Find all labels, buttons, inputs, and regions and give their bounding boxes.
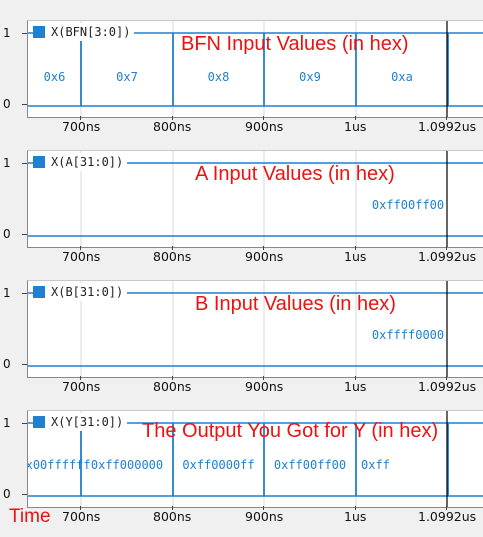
waveform-panel: 1 0 0xff00ff00 X(A[31:0]) 700ns 800ns 900ns 1us… xyxy=(0,145,483,275)
x-tick-mark xyxy=(80,376,81,380)
y-tick-mark xyxy=(22,33,27,34)
x-tick-label: 1.0992us xyxy=(418,379,477,394)
signal-value-label: 0x6 xyxy=(44,70,66,84)
x-tick-mark xyxy=(263,116,264,120)
x-tick-label: 700ns xyxy=(62,119,101,134)
x-tick-mark xyxy=(80,506,81,510)
y-tick-label: 0 xyxy=(3,357,11,371)
waveform-panel: 1 0 0xffff0000 X(B[31:0]) 700ns 800ns 900ns 1us… xyxy=(0,275,483,405)
x-tick-label: 1.0992us xyxy=(418,509,477,524)
annotation-title: B Input Values (in hex) xyxy=(195,293,396,315)
y-tick-low: 0 xyxy=(3,227,27,241)
annotation-title: The Output You Got for Y (in hex) xyxy=(142,420,439,442)
x-tick-mark xyxy=(446,506,447,510)
x-tick-label: 1.0992us xyxy=(418,119,477,134)
signal-value-label: 0xff0000ff xyxy=(182,458,254,472)
waveform-panel: 1 0 0x6 0x7 0x8 0x9 0xa X(BFN[3:0]) 700ns 800ns 90… xyxy=(0,15,483,145)
x-tick-mark xyxy=(263,506,264,510)
y-tick-label: 1 xyxy=(3,286,11,300)
x-tick-label: 900ns xyxy=(245,379,284,394)
y-tick-mark xyxy=(22,494,27,495)
legend-swatch-icon xyxy=(33,26,45,38)
x-tick-mark xyxy=(446,116,447,120)
signal-legend[interactable]: X(BFN[3:0]) xyxy=(33,23,135,41)
legend-swatch-icon xyxy=(33,286,45,298)
signal-value-label: 0x00ffffff xyxy=(28,458,91,472)
x-tick-mark xyxy=(446,246,447,250)
x-tick-label: 700ns xyxy=(62,509,101,524)
y-tick-label: 0 xyxy=(3,487,11,501)
y-tick-label: 0 xyxy=(3,227,11,241)
x-tick-mark xyxy=(446,376,447,380)
plot-area[interactable]: 0x6 0x7 0x8 0x9 0xa xyxy=(27,20,483,118)
x-tick-label: 1us xyxy=(344,249,367,264)
x-tick-label: 1us xyxy=(344,509,367,524)
y-tick-label: 1 xyxy=(3,26,11,40)
signal-legend[interactable]: X(A[31:0]) xyxy=(33,153,128,171)
y-tick-high: 1 xyxy=(3,416,27,430)
signal-name: X(A[31:0]) xyxy=(51,155,124,169)
x-tick-mark xyxy=(80,246,81,250)
signal-legend[interactable]: X(B[31:0]) xyxy=(33,283,128,301)
x-tick-mark xyxy=(355,246,356,250)
x-tick-mark xyxy=(355,116,356,120)
y-tick-label: 0 xyxy=(3,97,11,111)
signal-value-label: 0xff xyxy=(361,458,390,472)
x-tick-label: 800ns xyxy=(153,509,192,524)
x-tick-mark xyxy=(172,246,173,250)
x-tick-label: 900ns xyxy=(245,249,284,264)
waveform-svg: 0x6 0x7 0x8 0x9 0xa xyxy=(28,21,483,117)
x-tick-label: 900ns xyxy=(245,119,284,134)
annotation-title: A Input Values (in hex) xyxy=(195,163,395,185)
signal-name: X(B[31:0]) xyxy=(51,285,124,299)
x-tick-label: 900ns xyxy=(245,509,284,524)
x-tick-label: 700ns xyxy=(62,249,101,264)
signal-value-label: 0xff000000 xyxy=(91,458,163,472)
signal-name: X(BFN[3:0]) xyxy=(51,25,131,39)
x-tick-mark xyxy=(263,376,264,380)
time-label: Time xyxy=(9,506,51,527)
x-tick-label: 1us xyxy=(344,379,367,394)
x-tick-label: 800ns xyxy=(153,379,192,394)
y-tick-mark xyxy=(22,104,27,105)
x-tick-mark xyxy=(263,246,264,250)
x-tick-mark xyxy=(172,376,173,380)
annotation-title: BFN Input Values (in hex) xyxy=(181,33,409,55)
signal-value-label: 0xa xyxy=(391,70,413,84)
legend-swatch-icon xyxy=(33,416,45,428)
x-tick-label: 1us xyxy=(344,119,367,134)
signal-legend[interactable]: X(Y[31:0]) xyxy=(33,413,128,431)
signal-value-label: 0xff00ff00 xyxy=(372,198,444,212)
y-tick-high: 1 xyxy=(3,26,27,40)
y-tick-mark xyxy=(22,364,27,365)
x-tick-mark xyxy=(355,376,356,380)
x-tick-label: 800ns xyxy=(153,119,192,134)
y-tick-mark xyxy=(22,163,27,164)
y-tick-high: 1 xyxy=(3,286,27,300)
legend-swatch-icon xyxy=(33,156,45,168)
signal-value-label: 0xffff0000 xyxy=(372,328,444,342)
x-tick-label: 800ns xyxy=(153,249,192,264)
y-tick-label: 1 xyxy=(3,156,11,170)
signal-name: X(Y[31:0]) xyxy=(51,415,124,429)
signal-value-label: 0x7 xyxy=(116,70,138,84)
signal-value-label: 0x9 xyxy=(299,70,321,84)
y-tick-high: 1 xyxy=(3,156,27,170)
x-tick-label: 700ns xyxy=(62,379,101,394)
y-tick-low: 0 xyxy=(3,97,27,111)
x-tick-mark xyxy=(80,116,81,120)
y-tick-mark xyxy=(22,293,27,294)
y-tick-mark xyxy=(22,423,27,424)
y-tick-low: 0 xyxy=(3,357,27,371)
x-tick-mark xyxy=(355,506,356,510)
x-tick-mark xyxy=(172,116,173,120)
signal-value-label: 0xff00ff00 xyxy=(274,458,346,472)
waveform-panel: 1 0 0x00ffffff0xff000000 0xff0000ff 0xff00ff… xyxy=(0,405,483,535)
y-tick-label: 1 xyxy=(3,416,11,430)
x-tick-label: 1.0992us xyxy=(418,249,477,264)
x-tick-mark xyxy=(172,506,173,510)
y-tick-low: 0 xyxy=(3,487,27,501)
y-tick-mark xyxy=(22,234,27,235)
signal-value-label: 0x8 xyxy=(208,70,230,84)
